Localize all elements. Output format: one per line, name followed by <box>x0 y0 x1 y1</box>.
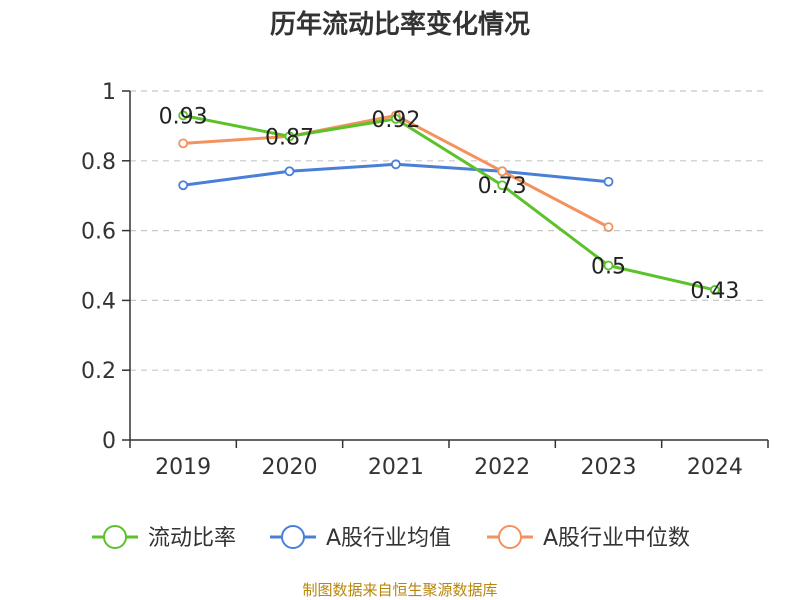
y-tick-label-3: 0.6 <box>81 220 116 245</box>
point-1-2019 <box>178 180 189 191</box>
point-1-2020 <box>284 166 295 177</box>
data-label-2021: 0.92 <box>371 108 420 133</box>
point-2-2019 <box>178 138 189 149</box>
x-tick-label-2024: 2024 <box>687 455 743 480</box>
x-tick-label-2023: 2023 <box>581 455 637 480</box>
point-0-2024 <box>709 285 720 295</box>
legend-label-1: A股行业均值 <box>326 526 451 551</box>
legend-marker-0 <box>103 525 127 549</box>
point-2-2023 <box>603 222 614 233</box>
legend-item-0: 流动比率 <box>92 525 236 551</box>
source-note: 制图数据来自恒生聚源数据库 <box>302 581 497 599</box>
y-tick-label-5: 1 <box>102 80 116 105</box>
series-0 <box>178 110 720 295</box>
point-0-2023 <box>603 260 614 271</box>
data-label-2024: 0.43 <box>690 279 739 304</box>
x-tick-label-2022: 2022 <box>474 455 530 480</box>
point-1-2021 <box>390 159 401 170</box>
grid-lines <box>130 90 768 371</box>
x-tick-label-2020: 2020 <box>262 455 318 480</box>
legend-label-2: A股行业中位数 <box>543 526 690 551</box>
x-tick-label-2021: 2021 <box>368 455 424 480</box>
point-0-2021 <box>390 114 401 124</box>
legend-item-2: A股行业中位数 <box>487 525 690 551</box>
series-1 <box>178 159 614 191</box>
data-label-2019: 0.93 <box>159 104 208 129</box>
chart-title: 历年流动比率变化情况 <box>270 9 530 40</box>
data-label-2022: 0.73 <box>478 174 527 199</box>
legend-label-0: 流动比率 <box>148 526 236 551</box>
y-tick-label-2: 0.4 <box>81 289 116 314</box>
series-line-0 <box>182 113 716 292</box>
legend: 流动比率 A股行业均值 A股行业中位数 <box>92 525 690 551</box>
x-tick-label-2019: 2019 <box>155 455 211 480</box>
y-tick-label-0: 0 <box>102 429 116 454</box>
data-label-2023: 0.5 <box>591 255 626 280</box>
data-labels: 0.93 0.87 0.92 0.73 0.5 0.43 <box>159 104 740 304</box>
y-tick-label-4: 0.8 <box>81 150 116 175</box>
point-0-2022 <box>497 180 508 191</box>
data-label-2020: 0.87 <box>265 125 314 150</box>
y-tick-label-1: 0.2 <box>81 359 116 384</box>
series-group <box>178 110 720 295</box>
point-0-2019 <box>178 110 189 121</box>
legend-marker-2 <box>498 525 522 549</box>
point-1-2023 <box>603 176 614 187</box>
point-0-2020 <box>284 131 295 142</box>
point-2-2022 <box>497 166 508 177</box>
legend-marker-1 <box>281 525 305 549</box>
legend-item-1: A股行业均值 <box>270 525 451 551</box>
axes: 0 0.2 0.4 0.6 0.8 1 2019 2020 2021 2022 2023 2024 <box>81 80 769 480</box>
